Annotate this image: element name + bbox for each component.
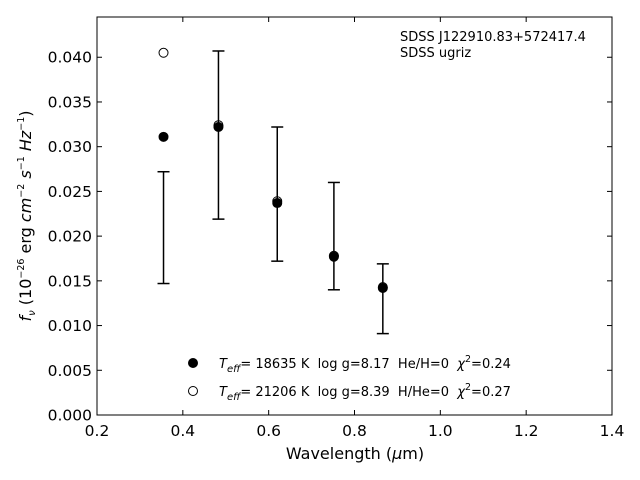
tick-label-group: 0.2 0.4 0.6 0.8 1.0 1.2 1.4 0.000 0.005 0.010 0.01… [48, 49, 625, 440]
y-tick-label: 0.030 [48, 138, 92, 156]
y-tick-label: 0.035 [48, 93, 92, 111]
marker-group [158, 47, 388, 293]
x-tick-label: 0.8 [342, 422, 367, 440]
x-axis-title: Wavelength (μm) [286, 444, 424, 463]
y-tick-label: 0.015 [48, 272, 92, 290]
object-name-annotation: SDSS J122910.83+572417.4 [400, 30, 586, 45]
x-tick-label: 1.4 [600, 422, 625, 440]
x-tick-label: 0.2 [85, 422, 110, 440]
model-point-open [213, 120, 224, 131]
y-tick-label: 0.010 [48, 317, 92, 335]
legend: Teff= 18635 K log g=8.17 He/H=0 χ2=0.24 … [188, 354, 511, 403]
x-tick-label: 0.6 [256, 422, 281, 440]
model-point-open [377, 282, 388, 293]
model-point-open [272, 196, 283, 207]
y-tick-label: 0.020 [48, 228, 92, 246]
y-axis-title: fν (10−26 erg cm−2 s−1 Hz−1) [16, 110, 38, 321]
survey-annotation: SDSS ugriz [400, 46, 471, 61]
errorbar-group [157, 50, 389, 335]
x-tick-label: 1.2 [514, 422, 539, 440]
model-point-open [328, 250, 339, 261]
y-tick-label: 0.005 [48, 362, 92, 380]
legend-entry-2: Teff= 21206 K log g=8.39 H/He=0 χ2=0.27 [219, 382, 511, 403]
legend-marker-filled [188, 358, 198, 368]
x-tick-label: 0.4 [171, 422, 196, 440]
tick-group [96, 17, 613, 416]
y-tick-label: 0.040 [48, 49, 92, 67]
legend-entry-1: Teff= 18635 K log g=8.17 He/H=0 χ2=0.24 [219, 354, 511, 375]
plot-frame [96, 16, 613, 416]
y-tick-label: 0.025 [48, 183, 92, 201]
model-point-filled [158, 131, 169, 142]
model-point-open [158, 47, 169, 58]
y-tick-label: 0.000 [48, 407, 92, 425]
x-tick-label: 1.0 [428, 422, 453, 440]
legend-marker-open [188, 386, 198, 396]
